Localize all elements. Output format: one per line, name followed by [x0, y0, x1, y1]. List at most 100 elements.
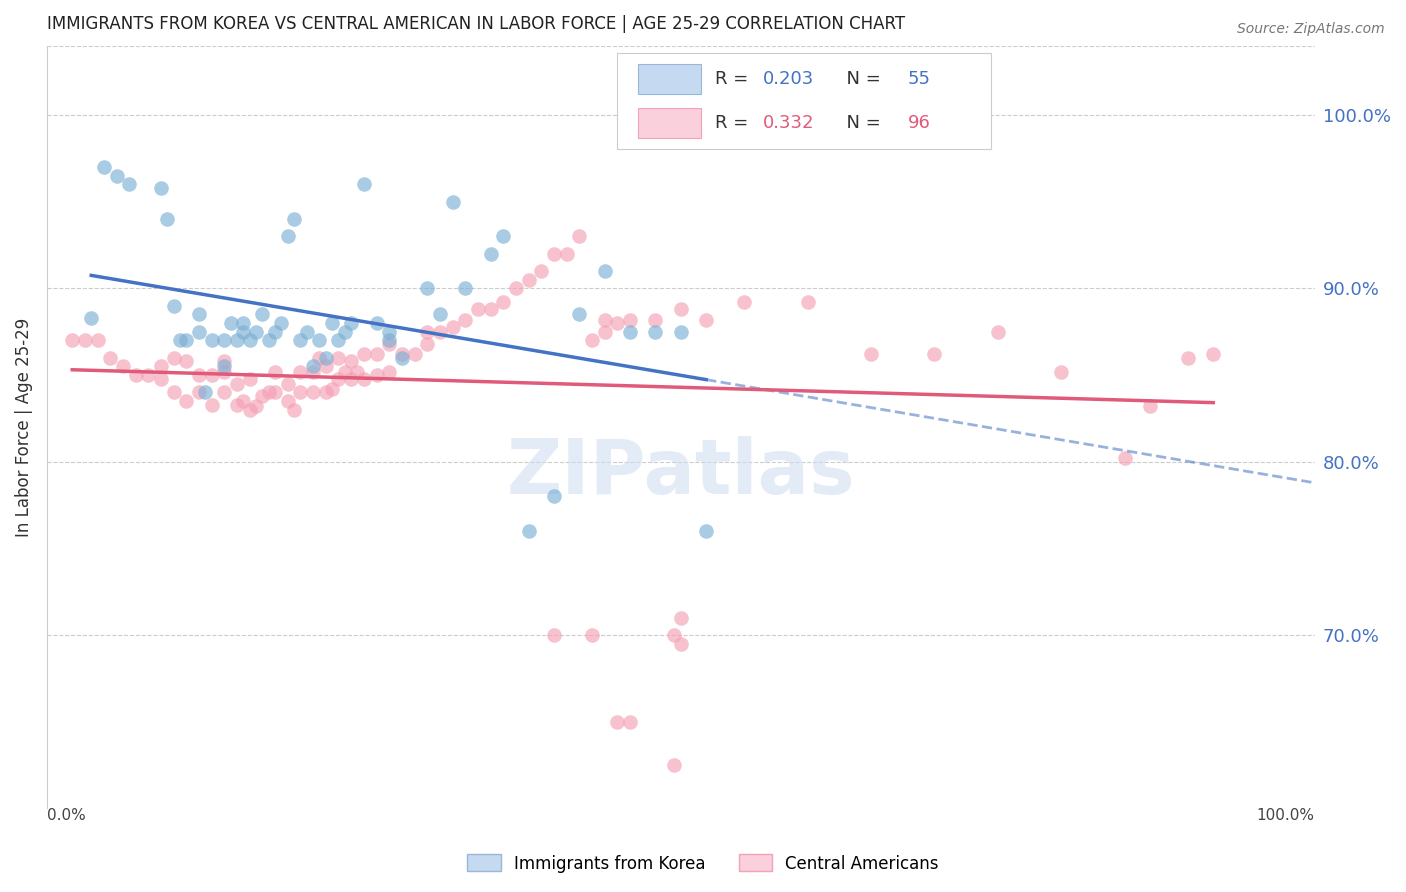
- Point: [188, 307, 211, 321]
- Point: [315, 359, 337, 374]
- Point: [593, 325, 616, 339]
- Point: [277, 376, 299, 391]
- Point: [378, 336, 401, 351]
- FancyBboxPatch shape: [638, 108, 702, 138]
- Point: [232, 325, 254, 339]
- Point: [404, 347, 426, 361]
- Point: [733, 295, 755, 310]
- Point: [277, 229, 299, 244]
- Point: [163, 299, 186, 313]
- Point: [669, 637, 692, 651]
- Point: [214, 359, 236, 374]
- Point: [924, 347, 946, 361]
- Point: [73, 334, 96, 348]
- Point: [619, 325, 641, 339]
- Point: [290, 334, 312, 348]
- Text: N =: N =: [835, 114, 887, 132]
- Text: R =: R =: [716, 70, 754, 88]
- Point: [543, 490, 565, 504]
- Point: [593, 312, 616, 326]
- Point: [429, 307, 451, 321]
- Point: [156, 212, 179, 227]
- Point: [366, 368, 388, 382]
- Point: [176, 334, 198, 348]
- Point: [695, 524, 717, 538]
- Point: [321, 316, 343, 330]
- Point: [150, 181, 173, 195]
- Point: [226, 376, 249, 391]
- Point: [676, 108, 699, 122]
- Point: [252, 389, 274, 403]
- Point: [492, 229, 515, 244]
- Text: 0.0%: 0.0%: [46, 808, 86, 823]
- Point: [226, 334, 249, 348]
- Point: [111, 359, 134, 374]
- Point: [429, 325, 451, 339]
- Point: [105, 169, 128, 183]
- Point: [98, 351, 121, 365]
- Point: [290, 365, 312, 379]
- Point: [283, 402, 305, 417]
- Point: [219, 316, 242, 330]
- Point: [295, 325, 318, 339]
- Point: [214, 354, 236, 368]
- Point: [201, 368, 224, 382]
- Point: [568, 229, 591, 244]
- Text: 55: 55: [908, 70, 931, 88]
- Point: [277, 394, 299, 409]
- Point: [86, 334, 108, 348]
- Point: [568, 307, 591, 321]
- Point: [619, 312, 641, 326]
- Point: [346, 365, 368, 379]
- Point: [176, 394, 198, 409]
- Point: [302, 385, 325, 400]
- Point: [328, 334, 350, 348]
- Text: 0.332: 0.332: [763, 114, 814, 132]
- Point: [264, 385, 287, 400]
- Point: [1139, 399, 1161, 413]
- Point: [340, 354, 363, 368]
- Point: [517, 524, 540, 538]
- Point: [391, 351, 413, 365]
- Point: [302, 365, 325, 379]
- Point: [239, 371, 262, 385]
- Point: [479, 246, 502, 260]
- Point: [283, 212, 305, 227]
- Point: [619, 714, 641, 729]
- Text: N =: N =: [835, 70, 887, 88]
- Point: [118, 178, 141, 192]
- Point: [214, 385, 236, 400]
- Point: [232, 316, 254, 330]
- Point: [308, 351, 330, 365]
- Point: [353, 347, 375, 361]
- Point: [308, 334, 330, 348]
- Point: [169, 334, 191, 348]
- Text: R =: R =: [716, 114, 754, 132]
- Point: [302, 359, 325, 374]
- Point: [257, 334, 280, 348]
- Point: [1050, 365, 1073, 379]
- Point: [328, 351, 350, 365]
- Point: [270, 316, 292, 330]
- Point: [664, 628, 686, 642]
- Point: [543, 628, 565, 642]
- Text: 96: 96: [908, 114, 931, 132]
- Point: [163, 385, 186, 400]
- Point: [669, 611, 692, 625]
- Point: [188, 368, 211, 382]
- Point: [416, 325, 439, 339]
- Point: [796, 295, 818, 310]
- Point: [340, 316, 363, 330]
- Point: [416, 281, 439, 295]
- Point: [644, 312, 666, 326]
- Point: [176, 354, 198, 368]
- Point: [60, 334, 83, 348]
- Legend: Immigrants from Korea, Central Americans: Immigrants from Korea, Central Americans: [461, 847, 945, 880]
- Point: [257, 385, 280, 400]
- Point: [366, 316, 388, 330]
- Point: [664, 758, 686, 772]
- Point: [581, 628, 603, 642]
- Point: [353, 178, 375, 192]
- Point: [1202, 347, 1225, 361]
- Point: [378, 334, 401, 348]
